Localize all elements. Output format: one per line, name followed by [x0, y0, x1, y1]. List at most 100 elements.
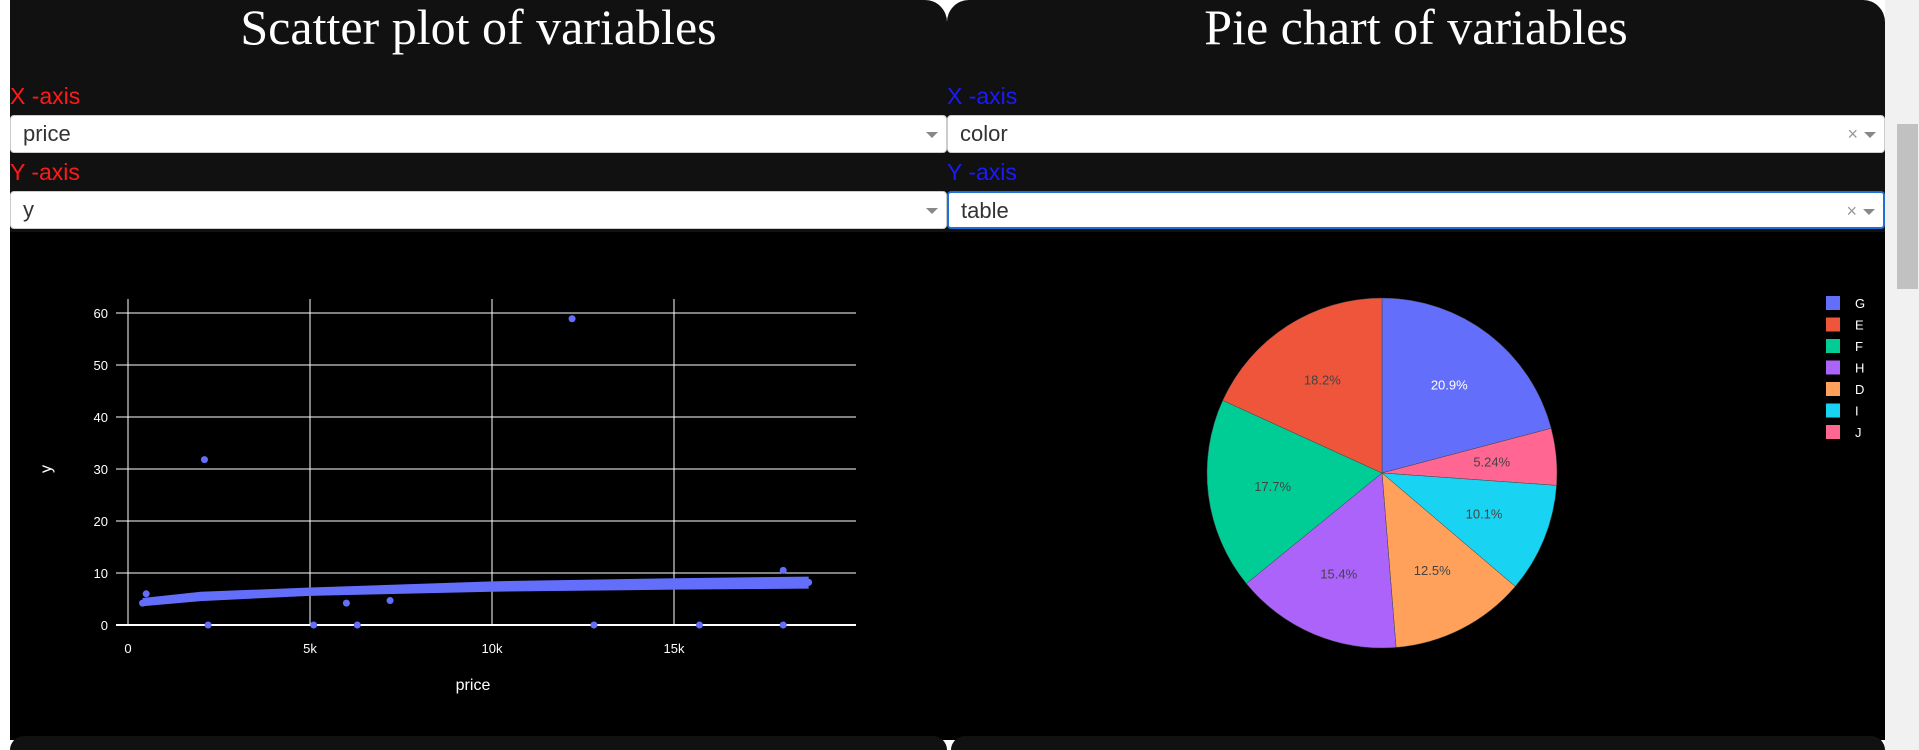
pie-slice-D[interactable] [1381, 472, 1516, 648]
scatter-title: Scatter plot of variables [240, 0, 717, 55]
x-tick-label: 15k [664, 641, 685, 656]
scatter-y-axis-value: y [23, 197, 34, 222]
scatter-x-axis-label: X -axis [10, 83, 81, 109]
scatter-point [568, 315, 576, 323]
scatter-point [597, 581, 605, 589]
x-tick-label: 10k [482, 641, 503, 656]
scatter-point [270, 589, 278, 597]
page-scrollbar[interactable] [1885, 0, 1919, 750]
pie-slice-E[interactable] [1222, 297, 1383, 474]
scatter-point [342, 587, 350, 595]
y-tick-label: 50 [94, 358, 108, 373]
scatter-point [379, 586, 387, 594]
scatter-y-axis-label: Y -axis [10, 159, 80, 185]
scatter-x-axis-dropdown[interactable]: price [10, 115, 947, 153]
y-tick-label: 30 [94, 462, 108, 477]
y-tick-label: 10 [94, 566, 108, 581]
pie-x-axis-dropdown[interactable]: color × [947, 115, 1885, 153]
scatter-point [306, 588, 314, 596]
scatter-point [695, 621, 703, 629]
next-panel-right [951, 736, 1885, 750]
scrollbar-thumb[interactable] [1897, 124, 1918, 289]
scatter-point [233, 591, 241, 599]
pie-slice-label: 18.2% [1304, 372, 1341, 387]
pie-slice-label: 17.7% [1254, 479, 1291, 494]
scatter-point [142, 590, 150, 598]
pie-slice-label: 12.5% [1414, 563, 1451, 578]
scatter-point [779, 621, 787, 629]
legend-swatch[interactable] [1826, 425, 1840, 439]
scatter-point [139, 599, 147, 607]
pie-slice-I[interactable] [1381, 472, 1557, 587]
legend-label[interactable]: D [1855, 382, 1864, 397]
y-tick-label: 20 [94, 514, 108, 529]
clear-icon[interactable]: × [1846, 201, 1857, 221]
scatter-point [197, 593, 205, 601]
scatter-point [779, 566, 787, 574]
y-tick-label: 60 [94, 306, 108, 321]
scatter-x-axis-value: price [23, 121, 71, 146]
scatter-point [706, 580, 714, 588]
pie-chart[interactable]: 20.9% 5.24% 10.1% 12.5% 15.4% 17.7% 18.2% GEFHD… [947, 232, 1885, 740]
pie-slice-label: 20.9% [1431, 378, 1468, 393]
scatter-plot-area[interactable]: 0 5k 10k 15k 0 10 20 30 40 50 60 price y [10, 232, 947, 740]
scatter-chart[interactable]: 0 5k 10k 15k 0 10 20 30 40 50 60 price y [10, 232, 947, 740]
legend-swatch[interactable] [1826, 382, 1840, 396]
pie-slice-label: 15.4% [1320, 566, 1357, 581]
scatter-point [310, 621, 318, 629]
scatter-point [342, 599, 350, 607]
pie-x-axis-label: X -axis [947, 83, 1018, 109]
x-tick-label: 0 [124, 641, 131, 656]
legend-label[interactable]: G [1855, 296, 1865, 311]
legend-swatch[interactable] [1826, 296, 1840, 310]
scatter-point [160, 596, 168, 604]
pie-x-axis-value: color [960, 121, 1008, 146]
x-tick-label: 5k [303, 641, 317, 656]
pie-y-axis-dropdown[interactable]: table × [947, 191, 1885, 229]
pie-y-axis-label: Y -axis [947, 159, 1017, 185]
scatter-point [779, 579, 787, 587]
chevron-down-icon[interactable] [1863, 209, 1875, 215]
legend-label[interactable]: E [1855, 318, 1864, 333]
y-axis-title: y [38, 465, 55, 473]
legend-swatch[interactable] [1826, 360, 1840, 375]
scatter-point [488, 583, 496, 591]
scatter-point [524, 583, 532, 591]
scatter-panel: Scatter plot of variables X -axis price … [10, 0, 947, 740]
pie-panel: Pie chart of variables X -axis color × Y… [947, 0, 1885, 740]
scatter-point [353, 621, 361, 629]
legend-label[interactable]: I [1855, 404, 1859, 419]
scatter-point [386, 597, 394, 605]
legend-label[interactable]: H [1855, 361, 1864, 376]
pie-slice-label: 5.24% [1473, 455, 1510, 470]
pie-plot-area[interactable]: 20.9% 5.24% 10.1% 12.5% 15.4% 17.7% 18.2% G E F H D… [947, 232, 1885, 740]
scatter-point [415, 585, 423, 593]
chevron-down-icon[interactable] [926, 208, 938, 214]
pie-slice-F[interactable] [1206, 400, 1383, 584]
legend-swatch[interactable] [1826, 317, 1840, 332]
scatter-point [561, 582, 569, 590]
chevron-down-icon[interactable] [926, 132, 938, 138]
scatter-point [204, 621, 212, 629]
pie-slice-H[interactable] [1246, 472, 1397, 649]
x-axis-title: price [456, 677, 491, 694]
chevron-down-icon[interactable] [1864, 132, 1876, 138]
y-tick-label: 40 [94, 410, 108, 425]
legend-label[interactable]: F [1855, 339, 1863, 354]
pie-slice-G[interactable] [1381, 297, 1552, 474]
scatter-point [670, 580, 678, 588]
scatter-point [805, 578, 813, 586]
scatter-y-axis-dropdown[interactable]: y [10, 191, 947, 229]
legend-label[interactable]: J [1855, 425, 1862, 440]
scatter-point [200, 456, 208, 464]
clear-icon[interactable]: × [1847, 124, 1858, 144]
scatter-point [452, 584, 460, 592]
legend-swatch[interactable] [1826, 403, 1840, 418]
scatter-point-cluster [142, 576, 809, 607]
legend-swatch[interactable] [1826, 339, 1840, 353]
pie-title: Pie chart of variables [1204, 0, 1628, 55]
scatter-point [634, 581, 642, 589]
pie-y-axis-value: table [961, 198, 1009, 223]
y-tick-label: 0 [101, 618, 108, 633]
pie-slice-label: 10.1% [1466, 507, 1503, 522]
